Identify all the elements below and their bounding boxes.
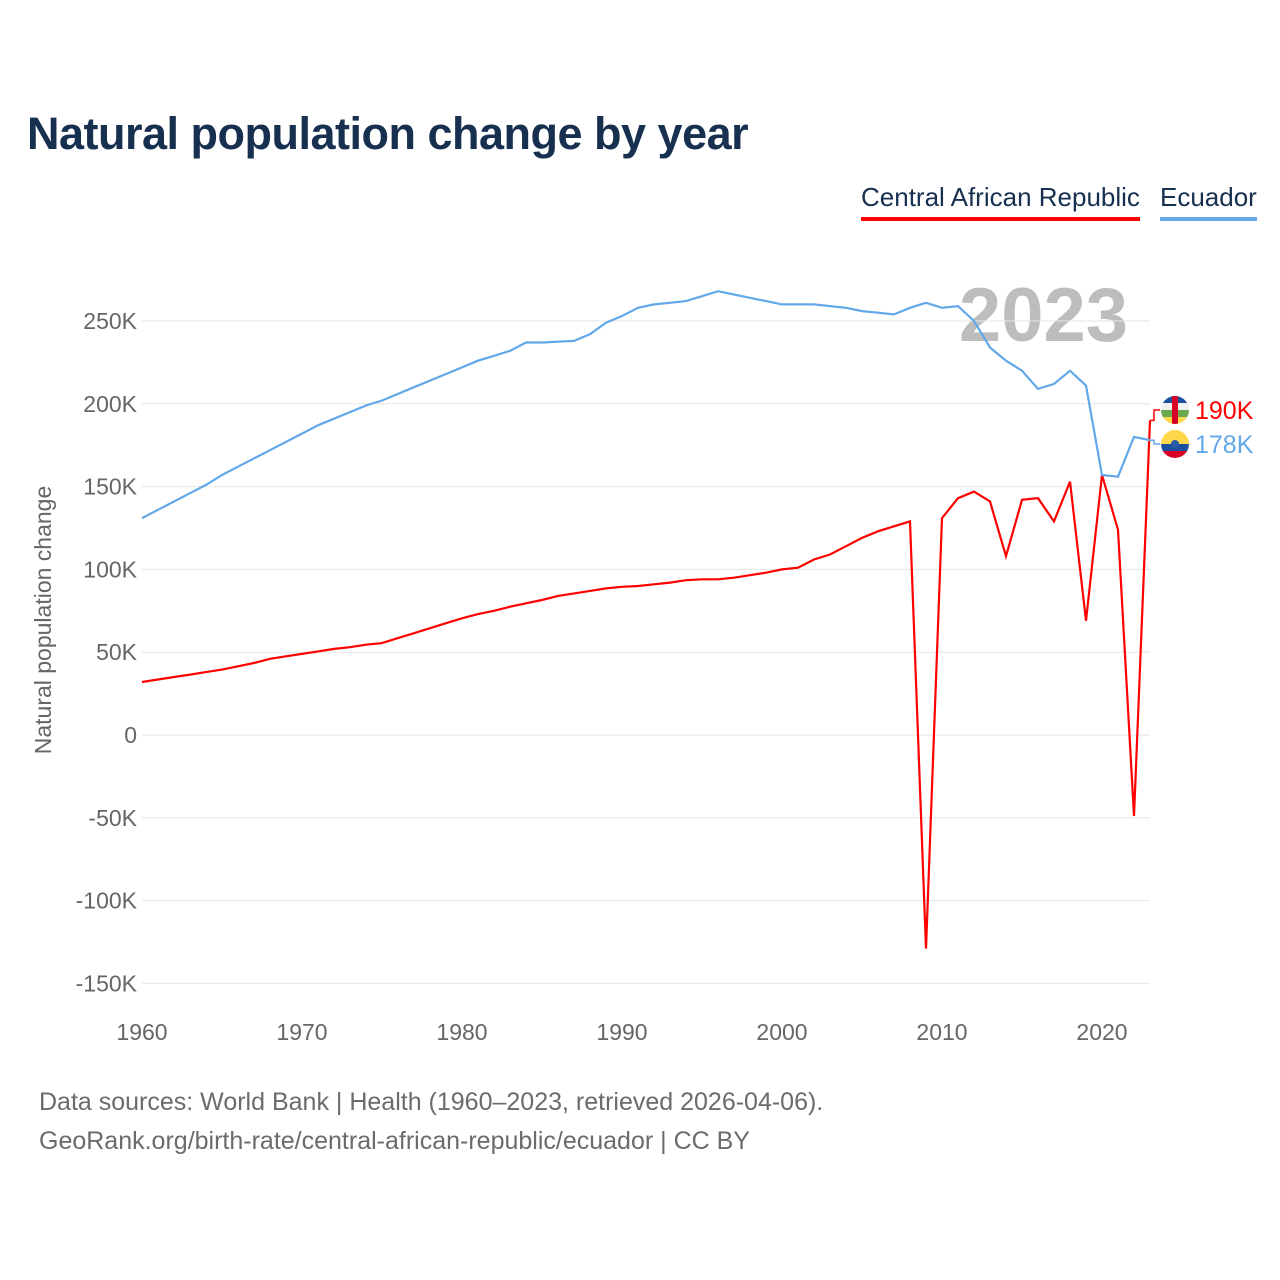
ecuador-flag-icon bbox=[1161, 430, 1189, 458]
y-tick-label: -50K bbox=[88, 805, 137, 831]
data-source-note: Data sources: World Bank | Health (1960–… bbox=[39, 1088, 824, 1116]
series-line-central-african-republic bbox=[141, 420, 1152, 949]
x-tick-label: 2020 bbox=[1076, 1019, 1127, 1045]
end-value-label: 178K bbox=[1195, 431, 1254, 459]
y-tick-label: 250K bbox=[83, 308, 137, 334]
x-tick-label: 1970 bbox=[276, 1019, 327, 1045]
legend-item-ecuador[interactable]: Ecuador bbox=[1160, 182, 1257, 221]
central-african-republic-flag-icon bbox=[1161, 396, 1189, 424]
y-tick-label: 200K bbox=[83, 391, 137, 417]
series-line-ecuador bbox=[141, 290, 1151, 520]
y-axis-label: Natural population change bbox=[30, 486, 56, 755]
x-tick-label: 2000 bbox=[756, 1019, 807, 1045]
legend-item-central-african-republic[interactable]: Central African Republic bbox=[861, 182, 1140, 221]
y-tick-label: 100K bbox=[83, 556, 137, 582]
end-value-label: 190K bbox=[1195, 397, 1254, 425]
y-tick-label: 50K bbox=[96, 639, 138, 665]
end-label-connector bbox=[1150, 439, 1160, 445]
chart-title: Natural population change by year bbox=[27, 108, 749, 159]
end-label-connector bbox=[1150, 409, 1160, 422]
y-tick-label: 0 bbox=[124, 722, 137, 748]
attribution-link[interactable]: GeoRank.org/birth-rate/central-african-r… bbox=[39, 1127, 750, 1155]
x-tick-label: 1980 bbox=[436, 1019, 487, 1045]
y-tick-label: -100K bbox=[76, 888, 138, 914]
year-watermark: 2023 bbox=[959, 273, 1128, 358]
y-tick-label: -150K bbox=[76, 970, 138, 996]
y-tick-label: 150K bbox=[83, 474, 137, 500]
x-tick-label: 1990 bbox=[596, 1019, 647, 1045]
x-tick-label: 1960 bbox=[116, 1019, 167, 1045]
x-tick-label: 2010 bbox=[916, 1019, 967, 1045]
